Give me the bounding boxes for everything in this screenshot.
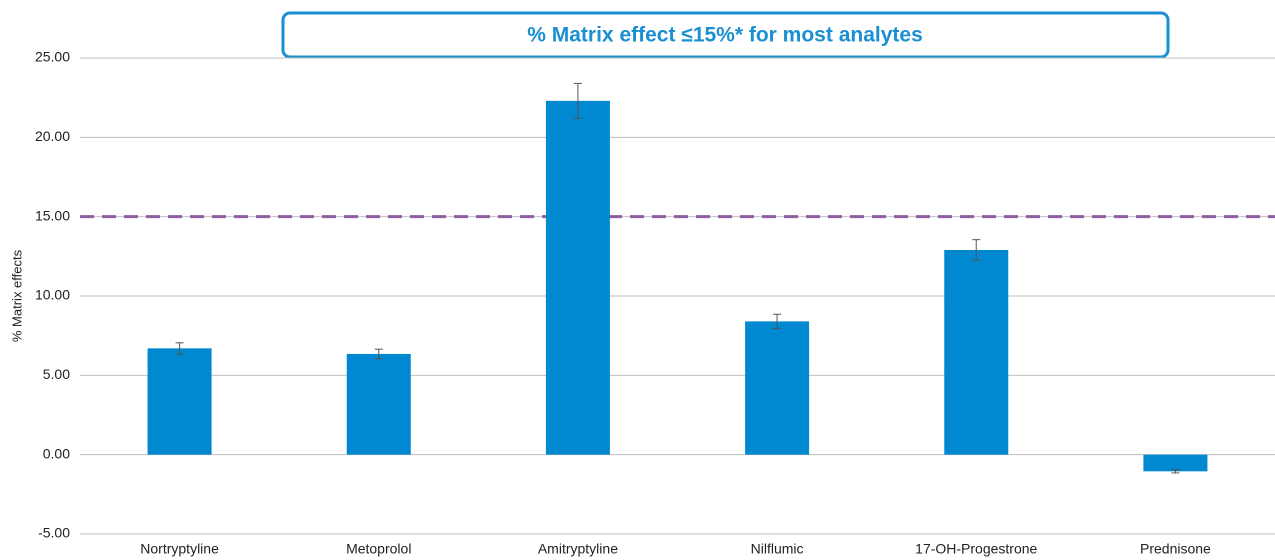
y-tick-label: 10.00	[35, 287, 70, 303]
y-tick-label: -5.00	[38, 525, 70, 541]
y-tick-label: 20.00	[35, 128, 70, 144]
error-bar	[573, 82, 582, 119]
x-tick-label: 17-OH-Progestrone	[915, 541, 1037, 557]
error-bar	[972, 239, 981, 261]
y-tick-label: 0.00	[43, 445, 70, 461]
x-tick-label: Amitryptyline	[538, 541, 618, 557]
y-axis-label: % Matrix effects	[9, 249, 24, 342]
bar	[545, 100, 610, 455]
error-bar	[1171, 469, 1180, 474]
y-tick-label: 25.00	[35, 49, 70, 65]
error-bar	[175, 342, 184, 355]
error-bar	[374, 348, 383, 360]
bar	[346, 353, 411, 455]
bar	[944, 249, 1009, 455]
bar	[1143, 454, 1208, 472]
y-tick-label: 15.00	[35, 207, 70, 223]
title-box	[281, 11, 1170, 59]
chart-title: % Matrix effect ≤15%* for most analytes	[527, 24, 923, 47]
error-bar	[773, 313, 782, 330]
x-tick-label: Prednisone	[1140, 541, 1211, 557]
x-tick-label: Metoprolol	[346, 541, 411, 557]
x-tick-label: Nilflumic	[751, 541, 804, 557]
x-tick-label: Nortryptyline	[140, 541, 219, 557]
bar	[147, 348, 212, 455]
bar	[745, 321, 810, 455]
y-tick-label: 5.00	[43, 366, 70, 382]
